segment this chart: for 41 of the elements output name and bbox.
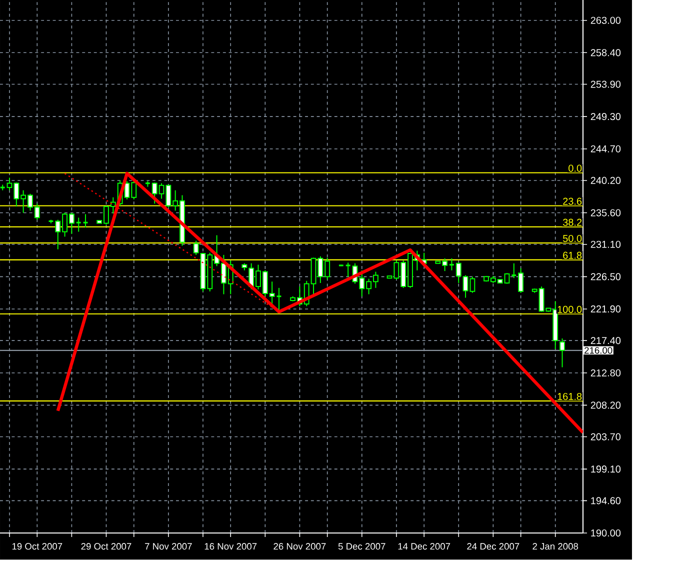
- candlestick: [76, 217, 82, 232]
- y-tick-label: 199.10: [591, 466, 621, 473]
- annotation: 23.6: [563, 198, 582, 205]
- y-tick-label: 221.90: [590, 305, 621, 313]
- y-tick-label: 235.60: [590, 209, 621, 216]
- y-tick-label: 190.00: [591, 529, 621, 537]
- y-tick-label: 226.50: [590, 273, 621, 280]
- y-tick-label: 203.70: [590, 433, 621, 440]
- line-series: [56, 172, 583, 434]
- annotation: 50.0: [562, 234, 582, 242]
- y-tick-label: 244.70: [590, 145, 621, 152]
- annotation: 0.0: [568, 164, 582, 172]
- x-tick-label: 26 Nov 2007: [274, 543, 326, 550]
- candlestick: [345, 262, 352, 278]
- x-tick-label: 16 Nov 2007: [204, 543, 257, 550]
- x-tick-label: 29 Oct 2007: [81, 543, 132, 550]
- y-tick-label: 240.20: [590, 176, 621, 184]
- y-tick-label: 208.20: [590, 402, 621, 409]
- x-tick-label: 2 Jan 2008: [532, 543, 578, 550]
- y-tick-label: 194.60: [591, 497, 621, 504]
- annotation: 100.0: [558, 306, 582, 313]
- annotation: 38.2: [562, 218, 582, 226]
- candlestick: [448, 258, 455, 271]
- annotation: 61.8: [563, 252, 582, 259]
- y-tick-label: 217.40: [590, 337, 621, 344]
- y-tick-label: 263.00: [590, 16, 621, 24]
- candlestick: [510, 262, 517, 279]
- candlestick: [560, 338, 565, 368]
- annotation: 161.8: [558, 392, 582, 400]
- y-tick-label: 249.30: [590, 113, 621, 120]
- x-tick-label: 7 Nov 2007: [145, 543, 192, 550]
- x-tick-label: 14 Dec 2007: [398, 543, 450, 550]
- text: 216.00: [584, 347, 612, 354]
- y-tick-label: 253.90: [590, 80, 621, 88]
- x-tick-label: 5 Dec 2007: [338, 543, 386, 550]
- y-tick-label: 258.40: [590, 49, 621, 56]
- y-tick-label: 231.10: [590, 240, 621, 248]
- x-tick-label: 19 Oct 2007: [12, 543, 62, 550]
- x-tick-label: 24 Dec 2007: [467, 543, 520, 550]
- y-tick-label: 212.80: [590, 369, 621, 376]
- candlestick: [518, 268, 524, 294]
